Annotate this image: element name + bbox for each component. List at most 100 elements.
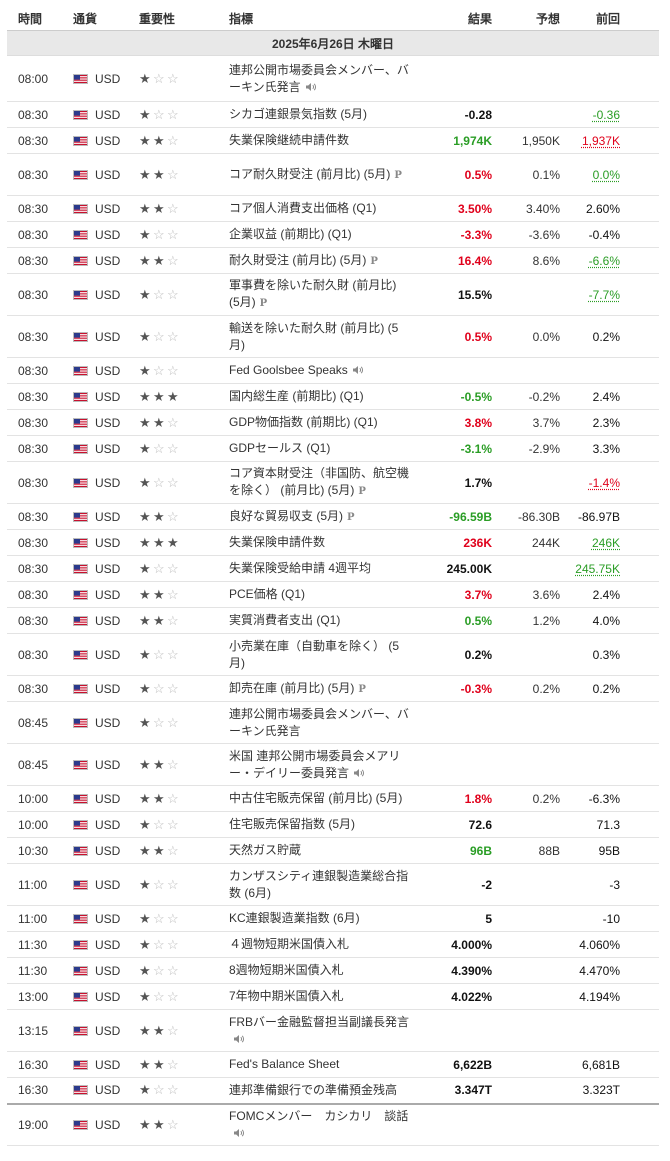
event-row[interactable]: 08:30 USD ★ ★ ☆ PCE価格 (Q1) 3.7% 3.6% 2.4% bbox=[7, 581, 659, 608]
event-row[interactable]: 08:30 USD ★ ★ ★ 失業保険申請件数 236K 244K 246K bbox=[7, 529, 659, 556]
indicator-name[interactable]: 失業保険受給申請 4週平均 bbox=[229, 561, 372, 575]
event-indicator[interactable]: カンザスシティ連銀製造業総合指数 (6月) bbox=[229, 863, 409, 906]
indicator-name[interactable]: 卸売在庫 (前月比) (5月) bbox=[229, 680, 355, 695]
event-indicator[interactable]: 国内総生産 (前期比) (Q1) bbox=[229, 383, 409, 410]
event-row[interactable]: 08:30 USD ★ ☆ ☆ 輸送を除いた耐久財 (前月比) (5月) 0.5% … bbox=[7, 315, 659, 358]
event-indicator[interactable]: ４週物短期米国債入札 bbox=[229, 931, 409, 958]
indicator-name[interactable]: 良好な貿易収支 (5月) bbox=[229, 508, 344, 523]
event-indicator[interactable]: GDP物価指数 (前期比) (Q1) bbox=[229, 409, 409, 436]
event-indicator[interactable]: 失業保険申請件数 bbox=[229, 529, 409, 556]
event-indicator[interactable]: 軍事費を除いた耐久財 (前月比) (5月) P bbox=[229, 273, 409, 316]
indicator-name[interactable]: 連邦公開市場委員会メンバー、バーキン氏発言 bbox=[229, 62, 409, 94]
indicator-name[interactable]: PCE価格 (Q1) bbox=[229, 587, 306, 601]
indicator-name[interactable]: 実質消費者支出 (Q1) bbox=[229, 613, 341, 627]
indicator-name[interactable]: 連邦公開市場委員会メンバー、バーキン氏発言 bbox=[229, 706, 409, 738]
indicator-name[interactable]: FOMCメンバー カシカリ 談話 bbox=[229, 1108, 409, 1123]
event-indicator[interactable]: 良好な貿易収支 (5月) P bbox=[229, 503, 409, 530]
event-indicator[interactable]: 失業保険受給申請 4週平均 bbox=[229, 555, 409, 582]
event-indicator[interactable]: 実質消費者支出 (Q1) bbox=[229, 607, 409, 634]
event-indicator[interactable]: 連邦公開市場委員会メンバー、バーキン氏発言 bbox=[229, 701, 409, 744]
indicator-name[interactable]: KC連銀製造業指数 (6月) bbox=[229, 911, 360, 925]
indicator-name[interactable]: 企業収益 (前期比) (Q1) bbox=[229, 227, 352, 241]
event-row[interactable]: 08:30 USD ★ ☆ ☆ 小売業在庫（自動車を除く） (5月) 0.2% 0.… bbox=[7, 633, 659, 676]
indicator-name[interactable]: シカゴ連銀景気指数 (5月) bbox=[229, 107, 368, 121]
indicator-name[interactable]: ４週物短期米国債入札 bbox=[229, 937, 350, 951]
event-indicator[interactable]: 7年物中期米国債入札 bbox=[229, 983, 409, 1010]
indicator-name[interactable]: 住宅販売保留指数 (5月) bbox=[229, 817, 356, 831]
indicator-name[interactable]: 連邦準備銀行での準備預金残高 bbox=[229, 1082, 398, 1097]
event-indicator[interactable]: 小売業在庫（自動車を除く） (5月) bbox=[229, 633, 409, 676]
event-row[interactable]: 08:30 USD ★ ☆ ☆ Fed Goolsbee Speaks bbox=[7, 357, 659, 384]
event-row[interactable]: 13:00 USD ★ ☆ ☆ 7年物中期米国債入札 4.022% 4.194% bbox=[7, 983, 659, 1010]
event-row[interactable]: 08:30 USD ★ ☆ ☆ 企業収益 (前期比) (Q1) -3.3% -3.6… bbox=[7, 221, 659, 248]
event-indicator[interactable]: FOMCメンバー カシカリ 談話 bbox=[229, 1103, 409, 1146]
event-indicator[interactable]: 米国 連邦公開市場委員会メアリー・デイリー委員発言 bbox=[229, 743, 409, 786]
event-indicator[interactable]: 輸送を除いた耐久財 (前月比) (5月) bbox=[229, 315, 409, 358]
event-row[interactable]: 08:30 USD ★ ★ ☆ 耐久財受注 (前月比) (5月) P 16.4% 8.… bbox=[7, 247, 659, 274]
event-indicator[interactable]: 住宅販売保留指数 (5月) bbox=[229, 811, 409, 838]
indicator-name[interactable]: 失業保険申請件数 bbox=[229, 535, 326, 549]
event-indicator[interactable]: 8週物短期米国債入札 bbox=[229, 957, 409, 984]
event-row[interactable]: 08:30 USD ★ ☆ ☆ コア資本財受注（非国防、航空機を除く） (前月比) … bbox=[7, 461, 659, 504]
indicator-name[interactable]: 失業保険継続申請件数 bbox=[229, 133, 350, 147]
indicator-name[interactable]: コア個人消費支出価格 (Q1) bbox=[229, 201, 377, 215]
indicator-name[interactable]: コア資本財受注（非国防、航空機を除く） (前月比) (5月) bbox=[229, 466, 410, 497]
event-row[interactable]: 08:00 USD ★ ☆ ☆ 連邦公開市場委員会メンバー、バーキン氏発言 bbox=[7, 55, 659, 102]
event-row[interactable]: 08:30 USD ★ ☆ ☆ 軍事費を除いた耐久財 (前月比) (5月) P 15.… bbox=[7, 273, 659, 316]
event-indicator[interactable]: 失業保険継続申請件数 bbox=[229, 127, 409, 154]
indicator-name[interactable]: カンザスシティ連銀製造業総合指数 (6月) bbox=[229, 868, 409, 900]
event-row[interactable]: 19:00 USD ★ ★ ☆ FOMCメンバー カシカリ 談話 bbox=[7, 1103, 659, 1146]
indicator-name[interactable]: Fed Goolsbee Speaks bbox=[229, 363, 348, 377]
event-indicator[interactable]: Fed Goolsbee Speaks bbox=[229, 357, 409, 384]
event-indicator[interactable]: シカゴ連銀景気指数 (5月) bbox=[229, 101, 409, 128]
event-row[interactable]: 08:30 USD ★ ★ ☆ 実質消費者支出 (Q1) 0.5% 1.2% 4.0… bbox=[7, 607, 659, 634]
event-row[interactable]: 08:45 USD ★ ☆ ☆ 連邦公開市場委員会メンバー、バーキン氏発言 bbox=[7, 701, 659, 744]
event-row[interactable]: 13:15 USD ★ ★ ☆ FRBバー金融監督担当副議長発言 bbox=[7, 1009, 659, 1052]
event-row[interactable]: 10:30 USD ★ ★ ☆ 天然ガス貯蔵 96B 88B 95B bbox=[7, 837, 659, 864]
event-row[interactable]: 08:30 USD ★ ★ ☆ 失業保険継続申請件数 1,974K 1,950K 1… bbox=[7, 127, 659, 154]
event-row[interactable]: 11:00 USD ★ ☆ ☆ KC連銀製造業指数 (6月) 5 -10 bbox=[7, 905, 659, 932]
indicator-name[interactable]: 中古住宅販売保留 (前月比) (5月) bbox=[229, 791, 403, 805]
event-row[interactable]: 16:30 USD ★ ☆ ☆ 連邦準備銀行での準備預金残高 3.347T 3.32… bbox=[7, 1077, 659, 1105]
indicator-name[interactable]: 7年物中期米国債入札 bbox=[229, 989, 344, 1003]
event-row[interactable]: 10:00 USD ★ ☆ ☆ 住宅販売保留指数 (5月) 72.6 71.3 bbox=[7, 811, 659, 838]
event-row[interactable]: 11:00 USD ★ ☆ ☆ カンザスシティ連銀製造業総合指数 (6月) -2 -… bbox=[7, 863, 659, 906]
event-indicator[interactable]: Fed's Balance Sheet bbox=[229, 1051, 409, 1078]
indicator-name[interactable]: 小売業在庫（自動車を除く） (5月) bbox=[229, 638, 400, 670]
event-row[interactable]: 10:00 USD ★ ★ ☆ 中古住宅販売保留 (前月比) (5月) 1.8% 0… bbox=[7, 785, 659, 812]
indicator-name[interactable]: 国内総生産 (前期比) (Q1) bbox=[229, 389, 364, 403]
event-row[interactable]: 08:30 USD ★ ☆ ☆ 失業保険受給申請 4週平均 245.00K 245.… bbox=[7, 555, 659, 582]
event-indicator[interactable]: FRBバー金融監督担当副議長発言 bbox=[229, 1009, 410, 1052]
event-row[interactable]: 08:30 USD ★ ☆ ☆ シカゴ連銀景気指数 (5月) -0.28 -0.36 bbox=[7, 101, 659, 128]
indicator-name[interactable]: 米国 連邦公開市場委員会メアリー・デイリー委員発言 bbox=[229, 748, 401, 780]
indicator-name[interactable]: Fed's Balance Sheet bbox=[229, 1057, 340, 1071]
event-row[interactable]: 08:30 USD ★ ★ ★ 国内総生産 (前期比) (Q1) -0.5% -0.… bbox=[7, 383, 659, 410]
event-indicator[interactable]: 耐久財受注 (前月比) (5月) P bbox=[229, 247, 409, 274]
event-indicator[interactable]: 卸売在庫 (前月比) (5月) P bbox=[229, 675, 409, 702]
indicator-name[interactable]: FRBバー金融監督担当副議長発言 bbox=[229, 1014, 410, 1029]
indicator-name[interactable]: 軍事費を除いた耐久財 (前月比) (5月) bbox=[229, 278, 397, 309]
event-row[interactable]: 16:30 USD ★ ★ ☆ Fed's Balance Sheet 6,622B… bbox=[7, 1051, 659, 1078]
event-row[interactable]: 08:45 USD ★ ★ ☆ 米国 連邦公開市場委員会メアリー・デイリー委員発言 bbox=[7, 743, 659, 786]
event-indicator[interactable]: GDPセールス (Q1) bbox=[229, 435, 409, 462]
indicator-name[interactable]: コア耐久財受注 (前月比) (5月) bbox=[229, 166, 391, 181]
indicator-name[interactable]: GDPセールス (Q1) bbox=[229, 441, 331, 455]
indicator-name[interactable]: 輸送を除いた耐久財 (前月比) (5月) bbox=[229, 320, 399, 352]
event-indicator[interactable]: 天然ガス貯蔵 bbox=[229, 837, 409, 864]
event-indicator[interactable]: コア耐久財受注 (前月比) (5月) P bbox=[229, 153, 409, 196]
indicator-name[interactable]: GDP物価指数 (前期比) (Q1) bbox=[229, 415, 378, 429]
indicator-name[interactable]: 天然ガス貯蔵 bbox=[229, 843, 302, 857]
event-indicator[interactable]: 連邦公開市場委員会メンバー、バーキン氏発言 bbox=[229, 55, 409, 102]
event-row[interactable]: 11:30 USD ★ ☆ ☆ 8週物短期米国債入札 4.390% 4.470% bbox=[7, 957, 659, 984]
event-indicator[interactable]: コア資本財受注（非国防、航空機を除く） (前月比) (5月) P bbox=[229, 461, 410, 504]
indicator-name[interactable]: 耐久財受注 (前月比) (5月) bbox=[229, 252, 367, 267]
event-row[interactable]: 08:30 USD ★ ☆ ☆ 卸売在庫 (前月比) (5月) P -0.3% 0.2… bbox=[7, 675, 659, 702]
event-row[interactable]: 08:30 USD ★ ★ ☆ GDP物価指数 (前期比) (Q1) 3.8% 3.… bbox=[7, 409, 659, 436]
event-row[interactable]: 08:30 USD ★ ★ ☆ 良好な貿易収支 (5月) P -96.59B -86.… bbox=[7, 503, 659, 530]
event-row[interactable]: 11:30 USD ★ ☆ ☆ ４週物短期米国債入札 4.000% 4.060% bbox=[7, 931, 659, 958]
event-indicator[interactable]: コア個人消費支出価格 (Q1) bbox=[229, 195, 409, 222]
event-indicator[interactable]: 企業収益 (前期比) (Q1) bbox=[229, 221, 409, 248]
event-row[interactable]: 08:30 USD ★ ☆ ☆ GDPセールス (Q1) -3.1% -2.9% 3… bbox=[7, 435, 659, 462]
event-indicator[interactable]: 連邦準備銀行での準備預金残高 bbox=[229, 1077, 409, 1105]
event-indicator[interactable]: PCE価格 (Q1) bbox=[229, 581, 409, 608]
